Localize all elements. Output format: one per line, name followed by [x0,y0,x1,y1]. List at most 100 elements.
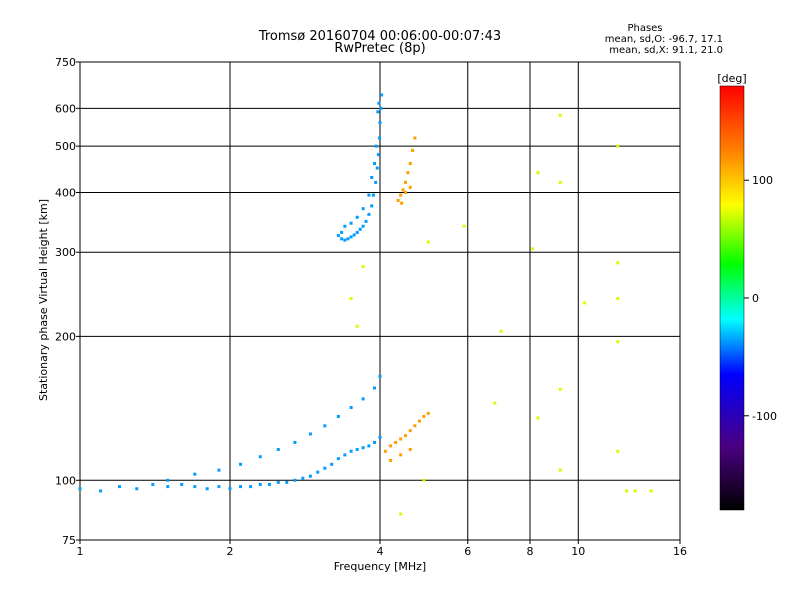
data-point [374,180,378,184]
data-point [361,446,365,450]
stats-line-o: mean, sd,O: -96.7, 17.1 [605,34,723,45]
y-tick-label: 400 [55,186,76,199]
data-point [343,238,347,242]
data-point [625,489,629,493]
data-point [78,487,82,491]
data-point [616,297,620,301]
chart-subtitle: RwPretec (8p) [334,41,425,56]
data-point [558,113,562,117]
data-point [276,480,280,484]
data-point [378,435,382,439]
data-point [323,466,327,470]
y-tick-label: 500 [55,140,76,153]
data-point [228,487,232,491]
data-point [401,188,405,192]
data-point [166,485,170,489]
data-point [343,453,347,457]
data-point [205,487,209,491]
data-point [267,482,271,486]
data-point [367,193,371,197]
data-point [558,387,562,391]
data-point [417,419,421,423]
data-point [375,166,379,170]
data-point [400,201,404,205]
y-tick-label: 300 [55,246,76,259]
data-point [379,106,383,110]
grid-lines [80,62,680,540]
data-point [383,449,387,453]
data-point [343,224,347,228]
data-point [376,110,380,114]
data-point [258,482,262,486]
data-point [340,230,344,234]
data-point [378,374,382,378]
data-point [616,449,620,453]
data-point [371,193,375,197]
data-point [373,161,377,165]
data-point [374,144,378,148]
data-point [394,440,398,444]
data-point [193,485,197,489]
x-tick-label: 10 [571,545,585,558]
data-point [558,468,562,472]
data-point [408,429,412,433]
data-point [352,233,356,237]
data-point [373,440,377,444]
data-point [426,240,430,244]
data-point [377,101,381,105]
stats-line-x: mean, sd,X: 91.1, 21.0 [609,45,723,56]
data-point [336,234,340,238]
data-point [99,489,103,493]
data-point [493,401,497,405]
data-point [355,215,359,219]
data-point [403,180,407,184]
x-tick-label: 2 [227,545,234,558]
data-point [336,414,340,418]
data-point [308,432,312,436]
phase-colorbar [719,85,745,511]
data-point [367,444,371,448]
data-point [649,489,653,493]
data-point [399,193,403,197]
x-axis-ticks: 1 2 4 6 8 10 16 [77,540,687,558]
data-point [616,340,620,344]
data-point [406,171,410,175]
colorbar-ticks: 100 0 -100 [744,174,777,423]
data-point [349,405,353,409]
data-point [340,237,344,241]
data-point [413,136,417,140]
data-point [399,437,403,441]
data-point [380,93,384,97]
data-point [258,455,262,459]
data-point [355,230,359,234]
data-point [378,121,382,125]
y-tick-label: 75 [62,534,76,547]
x-tick-label: 16 [673,545,687,558]
data-point [346,237,350,241]
data-point [408,447,412,451]
data-point [389,444,393,448]
data-point [293,440,297,444]
data-point [276,447,280,451]
data-point [377,136,381,140]
data-point [536,171,540,175]
data-point [426,411,430,415]
data-points [78,93,653,516]
data-point [249,485,253,489]
data-point [358,227,362,231]
x-tick-label: 4 [377,545,384,558]
data-point [336,457,340,461]
data-point [616,261,620,265]
x-axis-label: Frequency [MHz] [334,560,426,573]
data-point [403,434,407,438]
data-point [361,397,365,401]
x-tick-label: 8 [527,545,534,558]
plot-area [78,61,681,541]
x-tick-label: 6 [464,545,471,558]
y-tick-label: 750 [55,56,76,69]
data-point [349,235,353,239]
data-point [413,424,417,428]
data-point [411,148,415,152]
data-point [308,474,312,478]
data-point [239,485,243,489]
